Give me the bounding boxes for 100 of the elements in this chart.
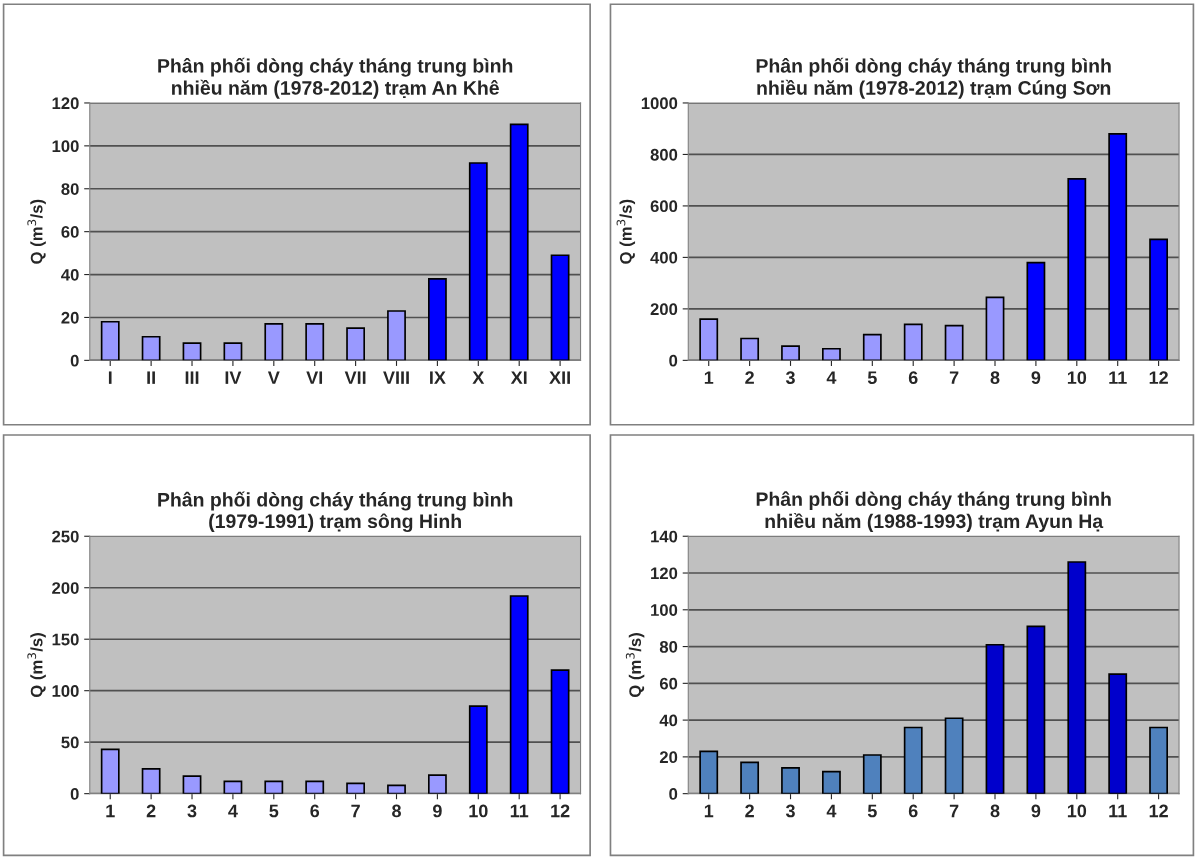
x-tick-label: 8 [392, 804, 401, 818]
y-tick-label: 0 [669, 354, 678, 367]
bar [1108, 673, 1128, 794]
x-tick-label: II [147, 371, 155, 384]
y-tick-label: 100 [52, 685, 79, 697]
bar [1026, 625, 1046, 794]
bar [740, 337, 760, 361]
bar [182, 342, 202, 361]
bar [427, 278, 447, 361]
x-tick-label: 1 [106, 804, 115, 818]
bar [740, 761, 760, 794]
bar [821, 347, 841, 361]
bar [305, 323, 325, 361]
x-tick-label: 7 [351, 804, 360, 818]
bar [387, 784, 406, 794]
x-tick-label: 4 [228, 804, 238, 818]
bar [985, 643, 1005, 794]
bar [821, 770, 841, 794]
y-tick-label: 80 [659, 640, 678, 653]
y-tick-label: 400 [650, 251, 678, 264]
chart-title: Phân phối dòng cháy tháng trung bình nhiều năm (1978-2012) trạm An Khê [158, 57, 513, 99]
bar [903, 323, 923, 361]
y-axis-title: Q (m$^{3}$/s) [625, 633, 645, 698]
x-tick-label: XII [549, 371, 570, 384]
x-tick-label: V [267, 371, 280, 384]
bar [182, 775, 202, 794]
y-tick-label: 600 [650, 200, 678, 213]
bar [264, 780, 284, 794]
y-tick-label: 800 [650, 148, 678, 161]
x-tick-label: 10 [469, 804, 488, 818]
y-tick-label: 100 [651, 604, 678, 616]
bar [1108, 133, 1128, 361]
x-tick-label: 7 [949, 804, 959, 818]
x-tick-label: 9 [433, 804, 442, 818]
bar [781, 767, 800, 794]
x-tick-label: 5 [867, 804, 877, 818]
x-tick-label: VIII [383, 371, 409, 384]
y-tick-label: 150 [52, 633, 79, 646]
bar [141, 335, 161, 361]
y-tick-label: 40 [659, 714, 678, 727]
x-tick-label: XI [510, 371, 527, 384]
bar [1026, 261, 1046, 361]
x-tick-label: 2 [745, 371, 754, 384]
x-tick-label: 4 [826, 804, 837, 818]
bar [346, 327, 366, 361]
bar [862, 333, 882, 361]
chart-title: Phân phối dòng cháy tháng trung bình (1979-1991) trạm sông Hinh [158, 491, 513, 533]
bar [985, 296, 1005, 361]
x-tick-label: I [108, 371, 112, 384]
bar [699, 750, 719, 794]
bar [1067, 178, 1087, 361]
y-tick-label: 60 [61, 226, 79, 238]
x-tick-label: X [472, 371, 485, 384]
x-tick-label: 8 [990, 804, 1000, 818]
y-axis-title: Q (m$^{3}$/s) [27, 633, 46, 698]
x-tick-label: 1 [704, 371, 714, 384]
y-tick-label: 120 [651, 567, 678, 580]
y-tick-label: 60 [659, 677, 678, 690]
bar [223, 342, 243, 361]
x-tick-label: 11 [510, 804, 529, 818]
y-axis-title: Q (m$^{3}$/s) [616, 199, 636, 264]
bar [1067, 561, 1087, 794]
y-tick-label: 100 [52, 140, 79, 153]
chart-title: Phân phối dòng cháy tháng trung bình nhiều năm (1988-1993) trạm Ayun Hạ [756, 490, 1111, 532]
x-tick-label: 12 [551, 804, 570, 818]
bar [550, 254, 570, 361]
bar [468, 162, 488, 361]
x-tick-label: IV [225, 371, 242, 384]
y-axis-title: Q (m$^{3}$/s) [27, 199, 46, 264]
bar [781, 345, 800, 361]
x-tick-label: 5 [269, 804, 279, 818]
bar [468, 705, 488, 794]
bar [699, 318, 719, 361]
x-tick-label: 2 [146, 804, 156, 818]
y-tick-label: 200 [52, 582, 79, 594]
y-tick-label: 250 [52, 530, 79, 543]
x-tick-label: VII [344, 371, 366, 384]
x-tick-label: 11 [1109, 371, 1127, 384]
x-tick-label: 6 [908, 804, 918, 818]
bar [509, 595, 529, 794]
x-tick-label: 6 [310, 804, 320, 818]
y-tick-label: 20 [61, 311, 79, 324]
x-tick-label: 10 [1067, 371, 1087, 385]
y-tick-label: 200 [650, 303, 678, 316]
bar [346, 782, 366, 794]
bar [944, 717, 964, 794]
y-tick-label: 0 [669, 788, 678, 800]
x-tick-label: 9 [1031, 804, 1041, 818]
bar [550, 669, 570, 794]
bar [387, 310, 406, 361]
y-tick-label: 1000 [641, 97, 678, 110]
x-tick-label: 6 [908, 371, 918, 385]
chart-title: Phân phối dòng cháy tháng trung bình nhiều năm (1978-2012) trạm Cúng Sơn [756, 57, 1111, 99]
x-tick-label: III [185, 371, 199, 384]
x-tick-label: 4 [826, 371, 837, 384]
x-tick-label: 3 [187, 804, 197, 818]
x-tick-label: 3 [785, 371, 795, 385]
x-tick-label: 12 [1149, 804, 1168, 818]
y-tick-label: 0 [70, 788, 79, 800]
bar [944, 324, 964, 361]
